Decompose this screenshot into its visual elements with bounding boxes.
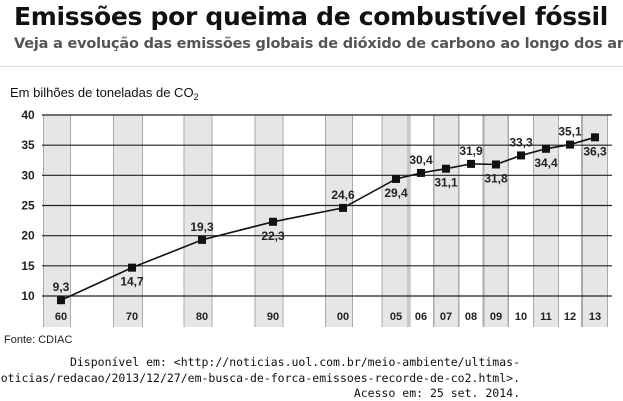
x-tick-label: 11 — [540, 311, 552, 323]
citation-line-2: noticias/redacao/2013/12/27/em-busca-de-… — [0, 371, 520, 385]
citation-line-3: Acesso em: 25 set. 2014. — [353, 386, 520, 400]
data-label: 19,3 — [190, 220, 214, 234]
y-axis-label: Em bilhões de toneladas de CO2 — [10, 85, 199, 102]
column-band — [325, 115, 353, 327]
data-point-marker — [198, 235, 206, 244]
citation-line-1: Disponível em: <http://noticias.uol.com.… — [69, 355, 520, 369]
column-band — [43, 115, 71, 327]
chart-title: Emissões por queima de combustível fóssi… — [14, 2, 608, 31]
data-point-marker — [128, 263, 136, 272]
x-tick-label: 06 — [415, 311, 427, 323]
data-label: 36,3 — [583, 144, 607, 158]
data-label: 31,9 — [459, 144, 483, 158]
series-line — [60, 136, 596, 301]
source-note: Fonte: CDIAC — [4, 334, 73, 345]
x-tick-label: 70 — [126, 311, 138, 323]
data-point-marker — [591, 133, 599, 142]
data-label: 14,7 — [120, 275, 144, 289]
data-label: 33,3 — [509, 135, 533, 149]
data-point-marker — [566, 140, 574, 149]
data-point-marker — [542, 144, 550, 153]
data-point-marker — [417, 168, 425, 177]
x-tick-label: 10 — [515, 311, 527, 323]
x-tick-label: 90 — [267, 311, 279, 323]
x-tick-label: 00 — [337, 311, 349, 323]
data-label: 34,4 — [534, 156, 558, 170]
chart-subtitle: Veja a evolução das emissões globais de … — [14, 36, 623, 52]
y-tick-label: 15 — [21, 259, 35, 273]
y-tick-label: 25 — [21, 199, 35, 213]
y-tick-label: 40 — [21, 108, 35, 122]
data-label: 22,3 — [261, 229, 285, 243]
x-tick-label: 09 — [490, 311, 502, 323]
data-point-marker — [57, 296, 65, 305]
x-tick-label: 13 — [589, 311, 601, 323]
data-label: 9,3 — [53, 280, 70, 294]
data-label: 31,8 — [484, 171, 508, 185]
data-label: 31,1 — [434, 176, 458, 190]
x-tick-label: 80 — [196, 311, 208, 323]
data-point-marker — [517, 151, 525, 160]
column-band — [433, 115, 459, 327]
data-label: 24,6 — [331, 188, 355, 202]
y-tick-label: 30 — [21, 168, 35, 182]
x-tick-label: 60 — [55, 311, 67, 323]
column-band — [382, 115, 410, 327]
column-band — [113, 115, 143, 327]
column-band — [582, 115, 608, 327]
y-tick-label: 35 — [21, 138, 35, 152]
x-tick-label: 08 — [465, 311, 477, 323]
data-point-marker — [339, 203, 347, 212]
data-point-marker — [392, 174, 400, 183]
header-divider — [0, 66, 623, 67]
data-point-marker — [269, 217, 277, 226]
data-point-marker — [467, 159, 475, 168]
x-tick-label: 05 — [390, 311, 402, 323]
data-point-marker — [442, 164, 450, 173]
data-label: 35,1 — [558, 125, 582, 139]
x-tick-label: 12 — [564, 311, 576, 323]
line-chart: Em bilhões de toneladas de CO2 10 15 20 25 3… — [4, 85, 612, 345]
y-tick-label: 20 — [21, 229, 35, 243]
y-tick-label: 10 — [21, 289, 35, 303]
data-label: 30,4 — [409, 153, 433, 167]
column-band — [484, 115, 508, 327]
data-label: 29,4 — [384, 186, 408, 200]
x-tick-label: 07 — [440, 311, 452, 323]
data-point-marker — [492, 160, 500, 169]
column-band — [184, 115, 212, 327]
